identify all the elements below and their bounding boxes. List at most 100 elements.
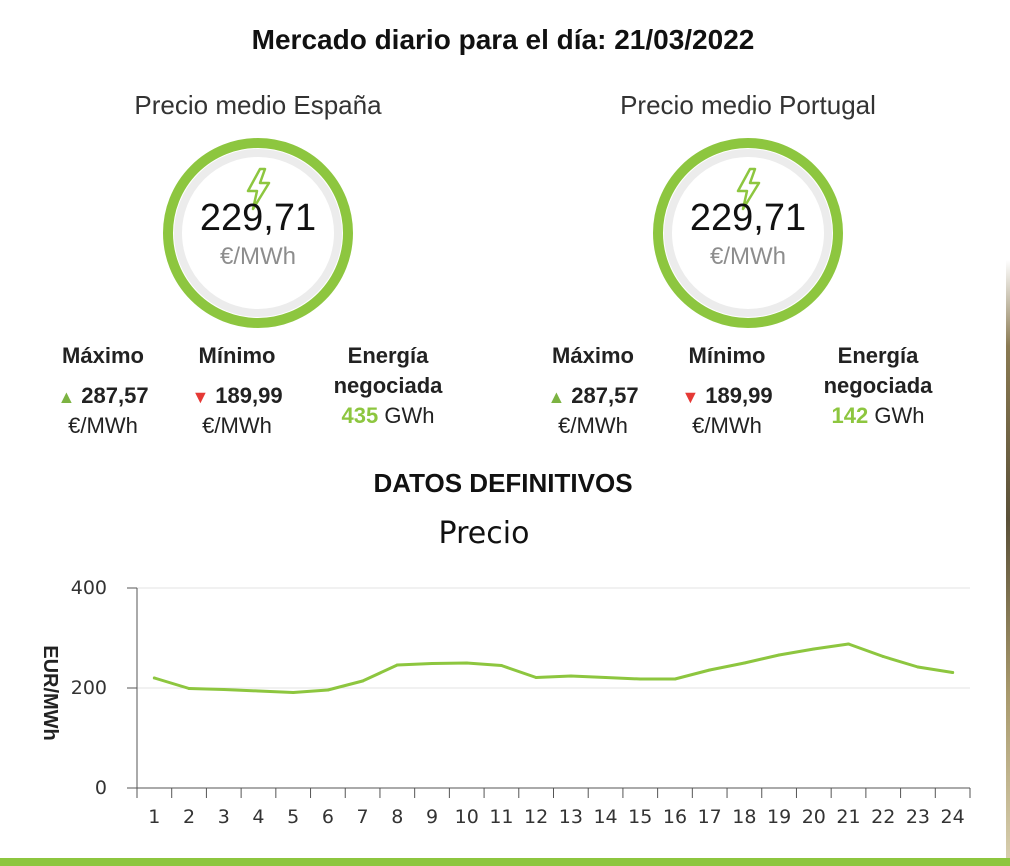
price-point	[465, 661, 469, 665]
stat-label: Mínimo	[688, 343, 766, 368]
stat-energy: Energía negociada 435 GWh	[308, 341, 468, 431]
x-tick-label: 9	[426, 806, 438, 828]
stat-energy: Energía negociada 142 GWh	[798, 341, 958, 431]
lightning-bolt-icon	[736, 167, 761, 211]
price-point	[569, 674, 573, 678]
x-tick-label: 24	[941, 806, 965, 828]
page-title: Mercado diario para el día: 21/03/2022	[251, 24, 755, 55]
average-price: 229,71	[689, 197, 807, 239]
x-tick-label: 3	[218, 806, 230, 828]
stat-label: Energía	[837, 343, 919, 368]
max-value: 287,57	[571, 383, 639, 408]
x-tick-label: 16	[663, 806, 687, 828]
min-unit: €/MWh	[692, 413, 762, 438]
max-value: 287,57	[81, 383, 149, 408]
price-point	[256, 689, 260, 693]
min-value: 189,99	[215, 383, 283, 408]
stat-label: Máximo	[62, 343, 144, 368]
energy-unit: GWh	[874, 403, 925, 428]
x-tick-label: 11	[489, 806, 513, 828]
market-portugal: Precio medio Portugal 229,71 €/MWh Máxim…	[528, 90, 968, 451]
x-tick-label: 8	[391, 806, 403, 828]
chart-title: Precio	[439, 516, 530, 551]
y-axis-label: EUR/MWh	[39, 645, 61, 741]
price-point	[777, 653, 781, 657]
x-tick-label: 20	[802, 806, 826, 828]
gauge-ring	[653, 138, 843, 328]
market-title: Precio medio Portugal	[620, 90, 876, 120]
max-unit: €/MWh	[68, 413, 138, 438]
price-point	[881, 655, 885, 658]
x-tick-label: 7	[357, 806, 369, 828]
x-tick-label: 2	[183, 806, 195, 828]
x-tick-label: 18	[732, 806, 756, 828]
average-price: 229,71	[199, 197, 317, 239]
price-point	[534, 676, 538, 679]
price-point	[673, 677, 677, 681]
price-point	[951, 671, 955, 674]
price-point	[812, 647, 816, 651]
y-tick-label: 0	[95, 777, 107, 799]
stat-minimum: Mínimo ▼ 189,99 €/MWh	[172, 341, 302, 440]
price-point	[291, 691, 295, 694]
stat-label: Energía	[347, 343, 429, 368]
x-tick-label: 15	[628, 806, 652, 828]
price-point	[361, 679, 365, 683]
market-stats: Máximo ▲ 287,57 €/MWh Mínimo ▼ 189,99 €/MW…	[38, 341, 478, 451]
price-point	[499, 664, 503, 667]
energy-value: 142	[831, 403, 869, 428]
x-tick-label: 22	[871, 806, 895, 828]
price-point	[187, 687, 191, 690]
x-tick-label: 5	[287, 806, 299, 828]
price-point	[742, 661, 746, 665]
lightning-bolt-icon	[246, 167, 271, 211]
x-tick-label: 17	[698, 806, 722, 828]
price-point	[916, 665, 920, 669]
market-stats: Máximo ▲ 287,57 €/MWh Mínimo ▼ 189,99 €/MW…	[528, 341, 968, 451]
average-price-unit: €/MWh	[709, 243, 786, 270]
section-title: DATOS DEFINITIVOS	[373, 468, 633, 498]
price-point	[326, 688, 330, 692]
x-tick-label: 10	[455, 806, 479, 828]
price-point	[395, 663, 399, 667]
x-tick-label: 6	[322, 806, 334, 828]
min-value: 189,99	[705, 383, 773, 408]
stat-label: negociada	[823, 373, 933, 398]
stat-maximum: Máximo ▲ 287,57 €/MWh	[528, 341, 658, 440]
stat-maximum: Máximo ▲ 287,57 €/MWh	[38, 341, 168, 440]
x-tick-label: 12	[524, 806, 548, 828]
price-point	[152, 676, 156, 680]
x-tick-label: 14	[593, 806, 617, 828]
x-tick-label: 23	[906, 806, 930, 828]
max-unit: €/MWh	[558, 413, 628, 438]
y-tick-label: 400	[71, 577, 107, 599]
triangle-up-icon: ▲	[547, 387, 566, 407]
energy-unit: GWh	[384, 403, 435, 428]
x-tick-label: 13	[559, 806, 583, 828]
price-point	[708, 668, 712, 672]
price-point	[638, 677, 642, 681]
average-price-unit: €/MWh	[219, 243, 296, 270]
energy-value: 435	[341, 403, 379, 428]
stat-minimum: Mínimo ▼ 189,99 €/MWh	[662, 341, 792, 440]
market-title: Precio medio España	[134, 90, 382, 120]
triangle-down-icon: ▼	[681, 387, 700, 407]
triangle-up-icon: ▲	[57, 387, 76, 407]
market-spain: Precio medio España 229,71 €/MWh Máximo …	[38, 90, 478, 451]
min-unit: €/MWh	[202, 413, 272, 438]
window-edge	[1006, 0, 1010, 866]
x-tick-label: 4	[252, 806, 264, 828]
x-tick-label: 21	[836, 806, 860, 828]
stat-label: Máximo	[552, 343, 634, 368]
y-tick-label: 200	[71, 677, 107, 699]
price-gauge: 229,71 €/MWh	[648, 133, 848, 333]
gauge-ring	[163, 138, 353, 328]
price-point	[222, 688, 226, 691]
stat-label: negociada	[333, 373, 443, 398]
price-point	[430, 662, 434, 665]
triangle-down-icon: ▼	[191, 387, 210, 407]
price-point	[604, 676, 608, 679]
price-point	[847, 642, 851, 646]
stat-label: Mínimo	[198, 343, 276, 368]
